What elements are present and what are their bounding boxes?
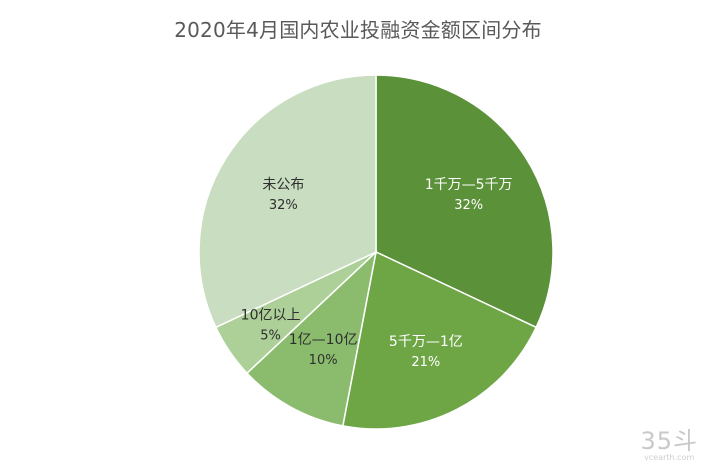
slice-value-1: 32%	[454, 198, 483, 213]
slice-label-3: 1亿—10亿	[289, 332, 358, 348]
pie-slice-1	[375, 74, 554, 329]
slice-label-2: 5千万—1亿	[389, 334, 463, 350]
pie-slice-5	[198, 74, 377, 329]
watermark-logo: 35斗 vcearth.com	[640, 429, 698, 462]
pie-slices	[198, 74, 554, 430]
pie-slice-3	[245, 249, 378, 427]
slice-value-2: 21%	[411, 355, 440, 370]
slice-label-5: 未公布	[262, 177, 304, 193]
slice-value-5: 32%	[269, 198, 298, 213]
slice-label-4: 10亿以上	[241, 308, 301, 324]
chart-title: 2020年4月国内农业投融资金额区间分布	[174, 18, 542, 42]
watermark-logo-text: 35斗	[640, 427, 698, 455]
slice-value-4: 5%	[260, 329, 281, 344]
slice-label-1: 1千万—5千万	[425, 177, 513, 193]
slice-value-3: 10%	[309, 353, 338, 368]
watermark-url: vcearth.com	[644, 453, 695, 462]
pie-labels: 1千万—5千万 32% 5千万—1亿 21% 1亿—10亿 10% 10亿以上 5% 未公布 32…	[241, 177, 513, 370]
pie-slice-2	[341, 250, 538, 430]
